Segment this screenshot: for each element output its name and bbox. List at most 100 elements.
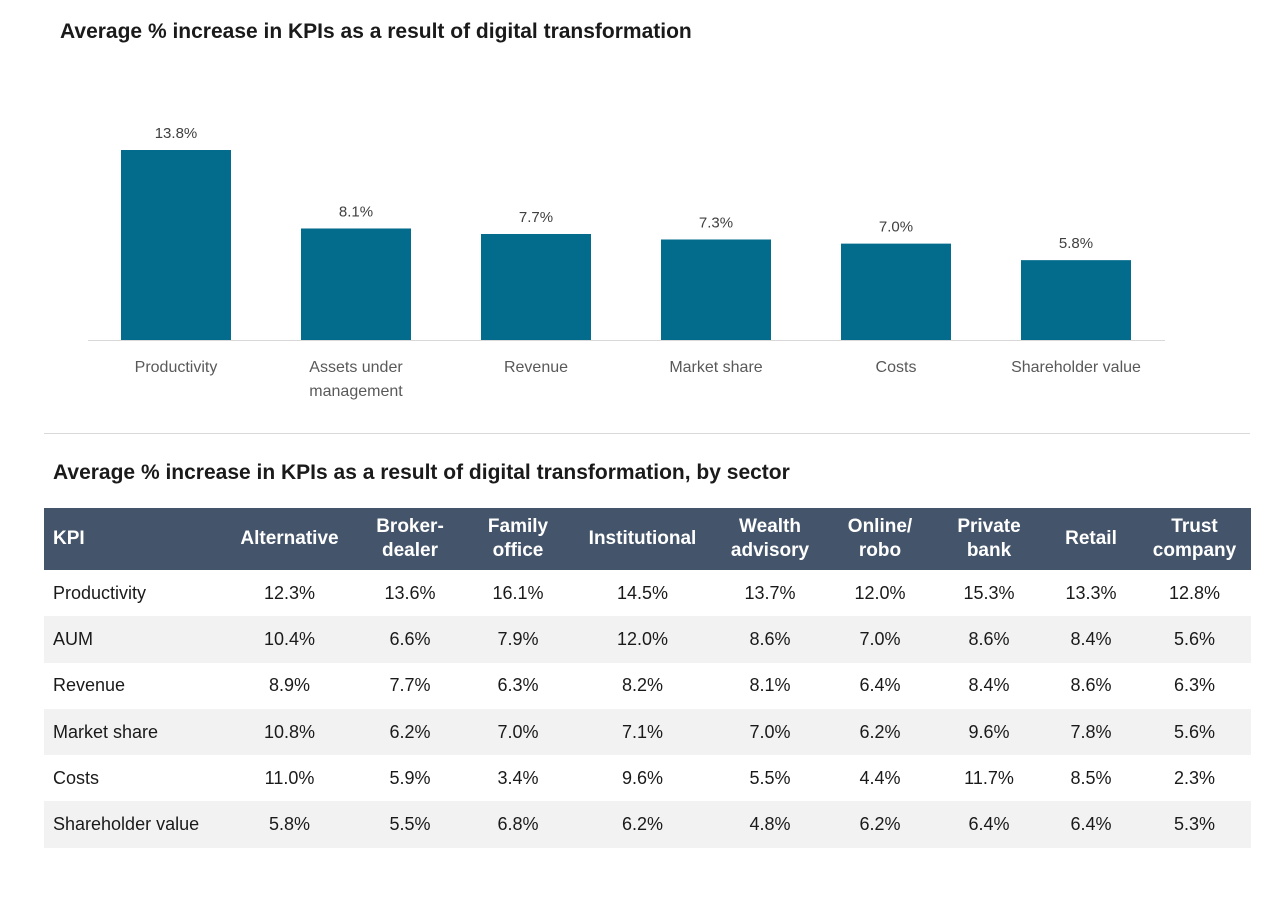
row-label: Costs [53,767,100,788]
bar-value-label-5: 5.8% [1059,235,1093,252]
table-cell: 4.4% [859,767,901,788]
table-cell: 6.3% [497,675,539,696]
table-cell: 8.6% [714,616,826,663]
table-cell: 6.2% [571,801,714,848]
bar-2 [481,233,591,340]
column-header-5: Wealth advisory [714,508,826,570]
table-cell: 8.4% [1044,616,1138,663]
table-cell: 6.3% [1173,675,1216,696]
table-cell: 7.9% [465,616,571,663]
table-cell: 11.7% [964,767,1014,788]
table-cell: 13.6% [384,582,436,603]
category-label-4: Costs [876,359,917,376]
category-label-5: Shareholder value [1011,359,1141,376]
row-label: Productivity [53,582,147,603]
table-cell: 12.0% [854,582,906,603]
bar-value-label-3: 7.3% [699,214,733,231]
bar-5 [1021,260,1131,340]
table-body: Productivity 12.3% 13.6% 16.1% 14.5% 13.7% 12.… [44,570,1251,848]
section-divider [44,433,1250,434]
table-header-row: KPI Alternative Broker-dealer Family office I… [44,508,1251,570]
table-row: Costs 11.0% 5.9% 3.4% 9.6% 5.5% 4.4% 11.7% 8.5% 2… [44,755,1251,801]
bar-value-label-4: 7.0% [879,219,913,236]
table-cell: 5.3% [1138,801,1251,848]
category-label-2: Revenue [504,359,568,376]
table-cell: 2.3% [1173,767,1216,788]
table-cell: 9.6% [621,767,664,788]
bar-value-label-0: 13.8% [155,125,198,142]
table-cell: 3.4% [497,767,539,788]
bar-value-label-1: 8.1% [339,203,373,220]
category-label-1: Assets under management [309,359,403,400]
table-cell: 6.6% [355,616,465,663]
table-cell: 6.8% [465,801,571,848]
table-cell: 12.3% [263,582,316,603]
table-cell: 8.9% [268,675,311,696]
row-label: Revenue [53,675,126,696]
category-label-3: Market share [669,359,762,376]
column-header-3: Family office [465,508,571,570]
table-cell: 8.5% [1070,767,1112,788]
table-row: Shareholder value 5.8% 5.5% 6.8% 6.2% 4.8% 6.2… [44,801,1251,848]
table-cell: 16.1% [492,582,544,603]
table-cell: 7.7% [389,675,431,696]
table-cell: 7.0% [714,708,826,756]
column-header-0: KPI [44,508,224,570]
kpi-sector-table: KPI Alternative Broker-dealer Family office I… [44,508,1251,848]
table-cell: 13.7% [744,582,796,603]
bar-1 [301,228,411,340]
table-cell: 5.8% [224,801,355,848]
table-cell: 8.6% [934,616,1044,663]
bar-value-label-2: 7.7% [519,209,553,226]
bar-4 [841,243,951,340]
table-cell: 5.6% [1138,708,1251,756]
column-header-1: Alternative [224,508,355,570]
table-cell: 8.1% [749,675,791,696]
bar-chart: 13.8% Productivity 8.1% Assets under managem… [88,125,1165,400]
category-label-0: Productivity [135,359,218,376]
table-cell: 6.2% [355,708,465,756]
table-cell: 10.8% [224,708,355,756]
table-cell: 5.5% [749,767,791,788]
table-cell: 8.2% [621,675,664,696]
table-cell: 5.6% [1138,616,1251,663]
table-cell: 6.4% [1044,801,1138,848]
table-cell: 10.4% [224,616,355,663]
table-cell: 4.8% [714,801,826,848]
column-header-9: Trust company [1138,508,1251,570]
table-row: AUM 10.4% 6.6% 7.9% 12.0% 8.6% 7.0% 8.6% 8.4% 5.6… [44,616,1251,663]
table-cell: 9.6% [934,708,1044,756]
table-cell: 6.2% [826,708,934,756]
table-cell: 8.4% [968,675,1010,696]
column-header-7: Private bank [934,508,1044,570]
bar-0 [121,150,231,340]
table-title: Average % increase in KPIs as a result o… [53,461,790,484]
bar-3 [661,239,771,340]
table-cell: 7.1% [571,708,714,756]
table-cell: 6.4% [859,675,901,696]
column-header-4: Institutional [571,508,714,570]
column-header-8: Retail [1044,508,1138,570]
table-cell: 7.0% [826,616,934,663]
table-cell: 6.2% [826,801,934,848]
table-cell: 13.3% [1065,582,1117,603]
table-cell: 5.9% [389,767,431,788]
row-label: Shareholder value [44,801,224,848]
row-label: AUM [44,616,224,663]
column-header-6: Online/robo [826,508,934,570]
table-row: Productivity 12.3% 13.6% 16.1% 14.5% 13.7% 12.… [44,570,1251,616]
table-cell: 12.8% [1168,582,1221,603]
table-cell: 8.6% [1070,675,1112,696]
table-cell: 7.8% [1044,708,1138,756]
table-row: Revenue 8.9% 7.7% 6.3% 8.2% 8.1% 6.4% 8.4% 8.6% 6… [44,663,1251,709]
table-cell: 7.0% [465,708,571,756]
table-cell: 14.5% [616,582,669,603]
row-label: Market share [44,708,224,756]
table-cell: 5.5% [355,801,465,848]
table-cell: 6.4% [934,801,1044,848]
table-row: Market share 10.8% 6.2% 7.0% 7.1% 7.0% 6.2% 9.6… [44,708,1251,756]
table-cell: 12.0% [571,616,714,663]
table-cell: 11.0% [264,767,315,788]
bar-chart-title: Average % increase in KPIs as a result o… [60,20,692,43]
table-cell: 15.3% [963,582,1015,603]
